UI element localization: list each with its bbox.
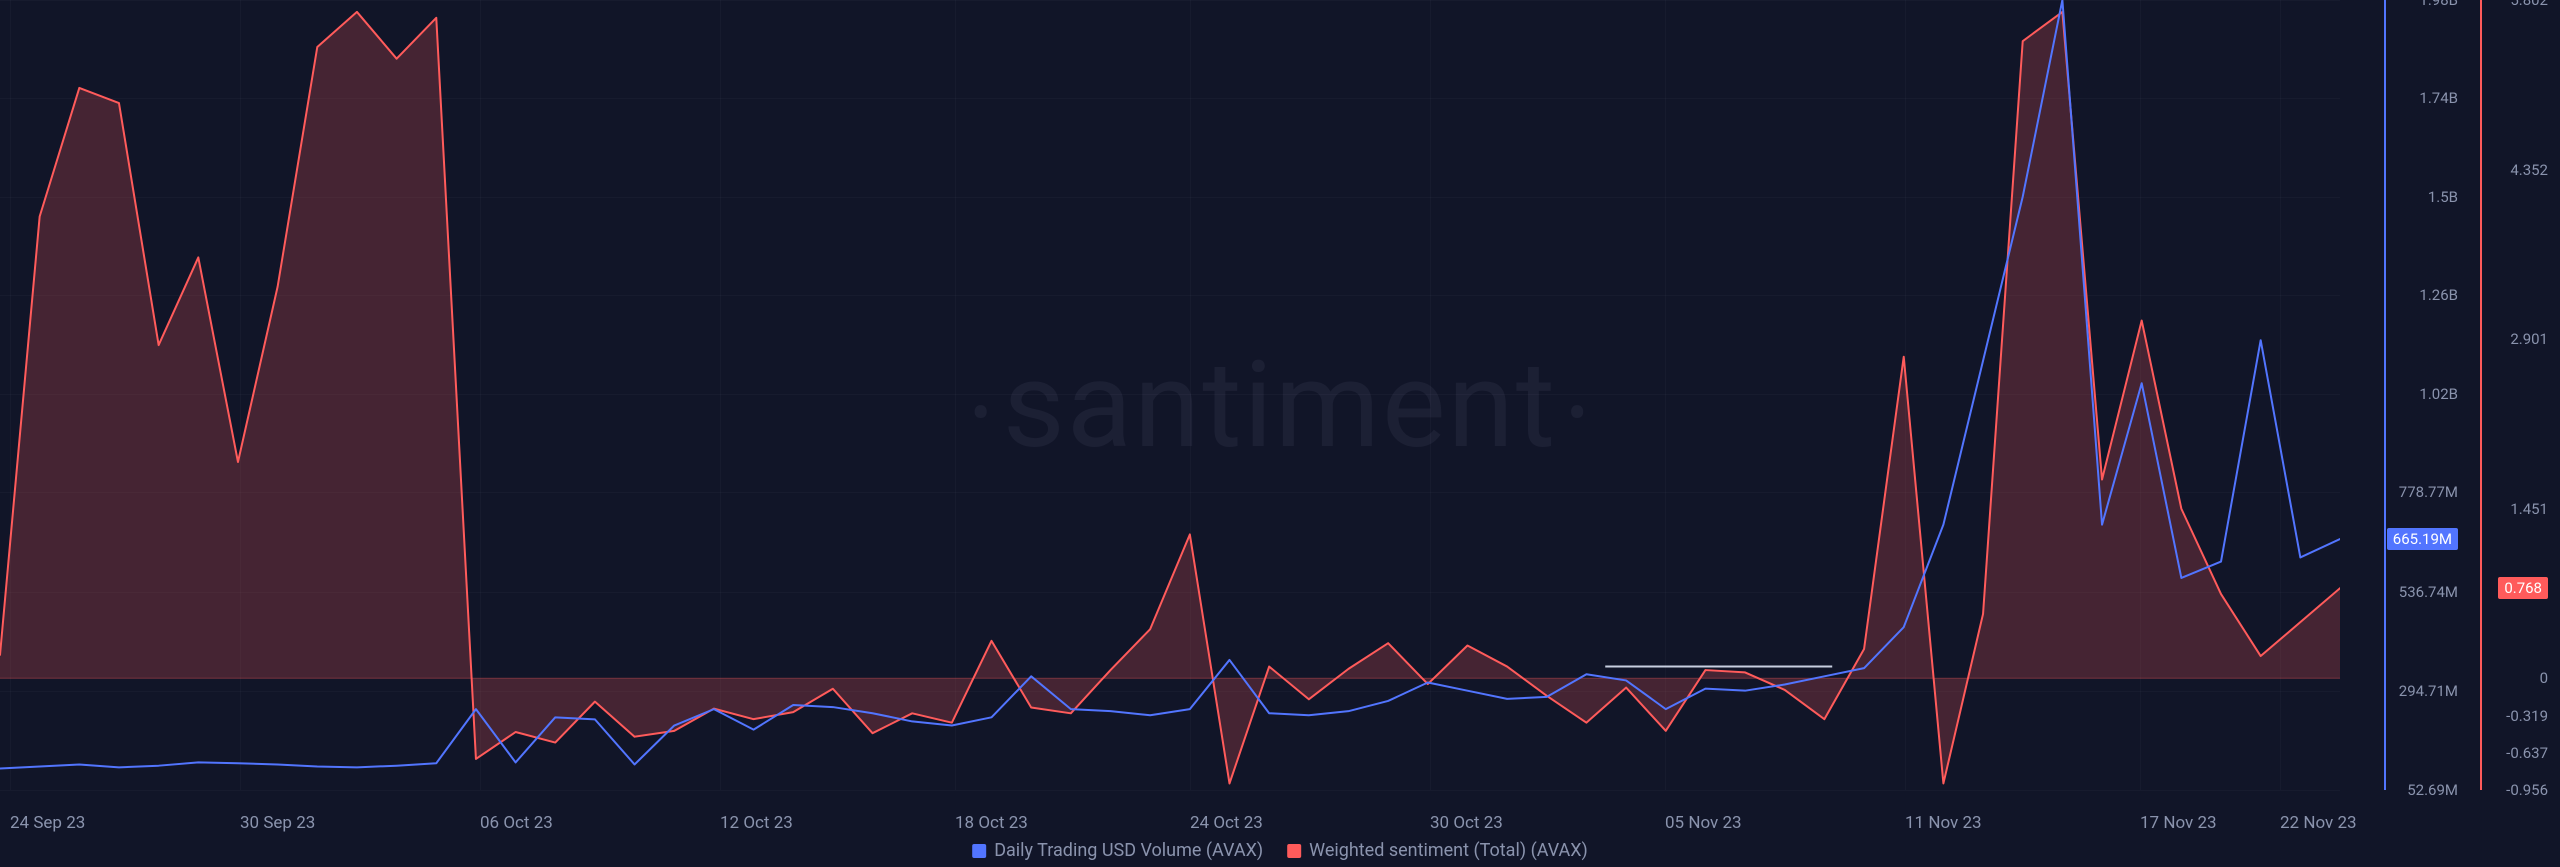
x-axis-label: 06 Oct 23 — [480, 813, 553, 833]
x-axis-label: 05 Nov 23 — [1665, 813, 1742, 833]
x-axis-label: 30 Oct 23 — [1430, 813, 1503, 833]
y-axis-right-current-badge: 0.768 — [2498, 577, 2548, 599]
chart-container: •santiment• 1.98B1.74B1.5B1.26B1.02B778.… — [0, 0, 2560, 867]
y-axis-right-label: 4.352 — [2510, 161, 2548, 179]
y-axis-left-label: 1.5B — [2428, 188, 2458, 206]
y-axis-left: 1.98B 1.74B 1.5B 1.26B 1.02B 778.77M 536.74M 29… — [2388, 0, 2458, 790]
x-axis: 24 Sep 23 30 Sep 23 06 Oct 23 12 Oct 23 18 O… — [0, 813, 2340, 833]
x-axis-label: 18 Oct 23 — [955, 813, 1028, 833]
legend-label: Weighted sentiment (Total) (AVAX) — [1309, 840, 1588, 861]
legend-item[interactable]: Weighted sentiment (Total) (AVAX) — [1287, 840, 1588, 861]
y-axis-right-label: -0.637 — [2506, 744, 2548, 762]
y-axis-right-label: -0.319 — [2506, 707, 2548, 725]
legend-swatch — [972, 844, 986, 858]
x-axis-label: 11 Nov 23 — [1905, 813, 1982, 833]
x-axis-label: 24 Oct 23 — [1190, 813, 1263, 833]
y-axis-left-label: 536.74M — [2399, 583, 2458, 601]
series-area-sentiment — [0, 12, 2340, 784]
y-axis-left-label: 1.26B — [2419, 286, 2458, 304]
legend-swatch — [1287, 844, 1301, 858]
y-axis-left-label: 1.98B — [2419, 0, 2458, 9]
y-axis-left-label: 52.69M — [2407, 781, 2458, 799]
y-axis-right-label: 2.901 — [2510, 330, 2548, 348]
x-axis-label: 30 Sep 23 — [240, 813, 315, 833]
x-axis-label: 22 Nov 23 — [2280, 813, 2357, 833]
y-axis-left-label: 778.77M — [2399, 483, 2458, 501]
y-axis-right-label: -0.956 — [2506, 781, 2548, 799]
y-axis-right-label: 0 — [2540, 669, 2548, 687]
y-axis-right-label: 5.802 — [2510, 0, 2548, 9]
y-axis-left-bar — [2384, 0, 2386, 790]
y-axis-left-label: 1.02B — [2419, 385, 2458, 403]
y-axis-left-current-badge: 665.19M — [2387, 528, 2458, 550]
chart-plot[interactable] — [0, 0, 2340, 790]
y-axis-left-label: 294.71M — [2399, 682, 2458, 700]
legend-item[interactable]: Daily Trading USD Volume (AVAX) — [972, 840, 1263, 861]
y-axis-right-bar — [2480, 0, 2482, 790]
y-axis-left-label: 1.74B — [2419, 89, 2458, 107]
y-axis-right-label: 1.451 — [2510, 500, 2548, 518]
x-axis-label: 17 Nov 23 — [2140, 813, 2217, 833]
x-axis-label: 12 Oct 23 — [720, 813, 793, 833]
legend-label: Daily Trading USD Volume (AVAX) — [994, 840, 1263, 861]
x-axis-label: 24 Sep 23 — [10, 813, 85, 833]
legend: Daily Trading USD Volume (AVAX) Weighted … — [972, 840, 1588, 861]
y-axis-right: 5.8024.3522.9011.4510-0.319-0.637-0.9560… — [2488, 0, 2548, 790]
